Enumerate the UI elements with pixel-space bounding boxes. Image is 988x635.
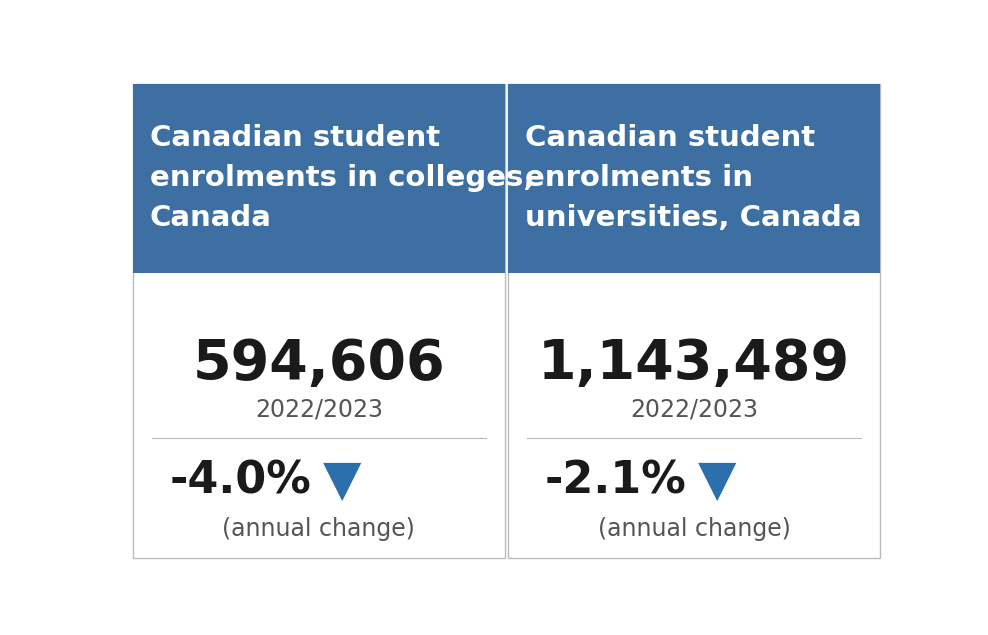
- Text: 594,606: 594,606: [193, 337, 446, 391]
- Bar: [132, 84, 505, 558]
- Text: Canadian student
enrolments in colleges,
Canada: Canadian student enrolments in colleges,…: [149, 124, 535, 232]
- Text: ▼: ▼: [322, 457, 361, 505]
- Text: 2022/2023: 2022/2023: [255, 398, 382, 422]
- Text: 1,143,489: 1,143,489: [537, 337, 850, 391]
- Text: (annual change): (annual change): [222, 518, 415, 542]
- Text: Canadian student
enrolments in
universities, Canada: Canadian student enrolments in universit…: [525, 124, 862, 232]
- Text: ▼: ▼: [698, 457, 736, 505]
- Bar: [508, 84, 880, 273]
- Bar: [132, 84, 505, 273]
- Text: 2022/2023: 2022/2023: [630, 398, 758, 422]
- Text: -4.0%: -4.0%: [169, 460, 311, 502]
- Text: (annual change): (annual change): [598, 518, 790, 542]
- Text: -2.1%: -2.1%: [544, 460, 687, 502]
- Bar: [508, 84, 880, 558]
